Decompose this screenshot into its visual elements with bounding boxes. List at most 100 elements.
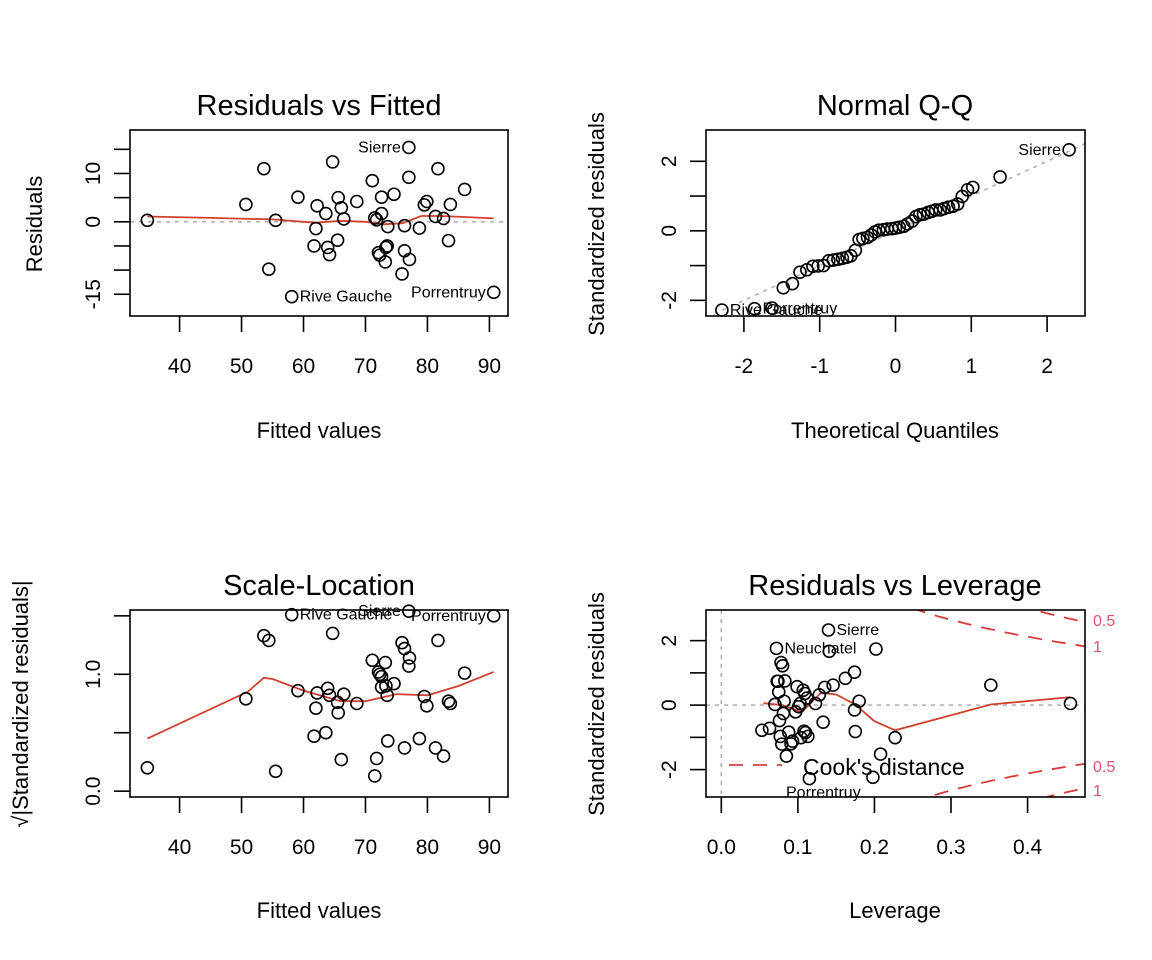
point-label: Porrentruy <box>411 608 486 625</box>
point-label: Porrentruy <box>763 301 838 318</box>
point-label: Porrentruy <box>411 284 486 301</box>
plot-frame <box>129 609 509 798</box>
data-point <box>291 190 305 204</box>
data-point <box>993 170 1007 184</box>
data-point <box>307 239 321 253</box>
data-point <box>402 604 416 618</box>
data-point <box>486 609 501 623</box>
panel-title: Residuals vs Leverage <box>748 570 1041 602</box>
data-point <box>380 688 394 703</box>
data-point <box>436 211 451 226</box>
data-point <box>257 161 271 176</box>
data-point <box>268 213 283 228</box>
point-label: Sierre <box>1018 142 1061 159</box>
data-point <box>349 194 364 209</box>
data-point <box>793 265 807 279</box>
y-tick-label: 0.0 <box>82 777 105 806</box>
x-tick-label: 70 <box>354 836 377 859</box>
data-point <box>320 681 335 696</box>
data-point <box>367 769 382 783</box>
data-point <box>365 173 380 188</box>
data-point <box>801 729 815 744</box>
data-point <box>822 644 837 659</box>
data-point <box>420 194 434 209</box>
y-tick-label: -15 <box>82 279 105 309</box>
data-point <box>309 221 323 236</box>
data-point <box>747 301 762 316</box>
data-point <box>771 674 785 689</box>
panel-normal-qq: Normal Q-Q Theoretical Quantiles Standar… <box>584 90 1086 443</box>
data-point <box>848 724 863 739</box>
plot-area <box>147 671 495 740</box>
cooks-level-label: 0.5 <box>1093 759 1115 776</box>
x-tick-label: 70 <box>354 355 377 378</box>
data-point <box>374 190 389 204</box>
y-tick-label: 0 <box>82 216 105 228</box>
data-point <box>402 651 417 665</box>
x-tick-label: 40 <box>168 355 191 378</box>
data-point <box>365 653 380 668</box>
data-point <box>441 233 456 248</box>
data-point <box>402 170 416 185</box>
cooks-distance-contour <box>924 762 1085 797</box>
data-point <box>866 770 880 785</box>
data-point <box>262 262 276 276</box>
cooks-level-label: 0.5 <box>1093 613 1115 630</box>
data-point <box>336 212 351 226</box>
panel-scale-location: Scale-Location Fitted values √|Standardi… <box>8 570 509 923</box>
x-tick-label: 40 <box>168 836 191 859</box>
data-point <box>284 289 299 304</box>
data-point <box>928 203 943 217</box>
data-point <box>457 666 472 680</box>
x-tick-label: 50 <box>230 836 253 859</box>
cooks-legend-text: Cook's distance <box>803 754 965 780</box>
data-point <box>816 715 830 730</box>
point-label: Sierre <box>358 603 401 620</box>
x-tick-label: -1 <box>810 355 829 378</box>
data-point <box>864 228 879 242</box>
data-point <box>320 240 335 255</box>
data-point <box>412 221 427 235</box>
x-tick-label: 80 <box>416 355 439 378</box>
data-point <box>486 285 501 300</box>
y-tick-label: 0 <box>658 225 681 237</box>
data-point <box>826 678 840 692</box>
data-point <box>402 140 416 155</box>
smooth-line <box>147 215 494 226</box>
plot-frame <box>705 609 1086 798</box>
data-point <box>821 623 836 637</box>
x-axis-label: Fitted values <box>257 898 382 923</box>
data-point <box>806 259 820 274</box>
plot-frame <box>129 129 509 317</box>
x-tick-label: 80 <box>416 836 439 859</box>
data-point <box>811 259 825 273</box>
data-point <box>331 706 346 720</box>
data-point <box>776 706 791 721</box>
x-tick-label: 0.1 <box>783 836 812 859</box>
data-point <box>420 699 434 713</box>
data-point <box>428 209 443 224</box>
data-point <box>984 678 998 692</box>
x-tick-label: 90 <box>478 836 501 859</box>
y-axis-label: √|Standardized residuals| <box>8 580 33 827</box>
x-tick-label: 50 <box>230 355 253 378</box>
data-point <box>715 303 729 317</box>
data-point <box>765 301 779 315</box>
data-point <box>372 667 387 682</box>
y-axis-label: Residuals <box>22 176 47 273</box>
x-tick-label: 0 <box>890 355 902 378</box>
data-point <box>873 747 888 761</box>
data-point <box>775 658 790 673</box>
data-point <box>140 213 155 228</box>
data-point <box>380 219 395 234</box>
plot-area <box>707 143 1085 316</box>
data-point <box>412 731 427 746</box>
y-axis-label: Standardized residuals <box>584 112 609 336</box>
data-point <box>330 233 345 247</box>
data-point <box>808 696 823 711</box>
data-point <box>369 751 384 766</box>
y-tick-label: 10 <box>82 162 105 185</box>
data-point <box>428 741 443 755</box>
x-tick-label: 90 <box>478 355 501 378</box>
data-point <box>436 749 451 763</box>
